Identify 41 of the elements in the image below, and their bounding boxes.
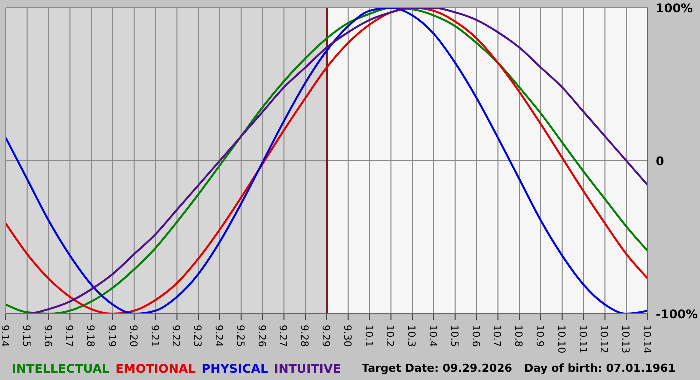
x-tick-label: 10.9 xyxy=(534,325,545,348)
text: EMOTIONAL xyxy=(116,362,196,376)
x-tick-label: 9.15 xyxy=(20,325,32,348)
x-tick-label: 9.30 xyxy=(341,325,352,348)
text: INTUITIVE xyxy=(274,362,342,376)
x-tick-label: 10.3 xyxy=(406,325,417,348)
x-tick-label: 9.16 xyxy=(42,325,53,348)
x-tick-label: 9.14 xyxy=(0,325,10,348)
line-series xyxy=(6,8,648,314)
x-tick-label: 9.25 xyxy=(234,325,246,348)
x-tick-label: 9.17 xyxy=(63,325,74,348)
x-tick-label: 10.1 xyxy=(362,325,374,348)
x-tick-label: 10.4 xyxy=(427,325,438,348)
x-tick-label: 10.10 xyxy=(555,325,566,354)
x-tick-label: 10.8 xyxy=(512,325,524,348)
y-tick-label: -100% xyxy=(656,307,698,322)
x-tick-label: 10.2 xyxy=(384,325,396,348)
text: PHYSICAL xyxy=(202,362,268,376)
x-tick-label: 9.29 xyxy=(320,325,331,348)
x-tick-label: 9.20 xyxy=(127,325,138,348)
x-tick-label: 9.22 xyxy=(170,325,182,348)
x-tick-label: 9.23 xyxy=(192,325,203,348)
x-tick-label: 9.19 xyxy=(106,325,117,348)
x-tick-label: 10.14 xyxy=(641,325,652,354)
x-tick-label: 9.18 xyxy=(84,325,96,348)
x-tick-label: 10.7 xyxy=(491,325,502,348)
x-tick-label: 9.28 xyxy=(298,325,310,348)
text: Day of birth: 07.01.1961 xyxy=(524,362,676,376)
text: Target Date: 09.29.2026 xyxy=(362,362,512,376)
x-tick-label: 10.12 xyxy=(598,325,610,354)
x-tick-label: 10.5 xyxy=(448,325,460,348)
text: INTELLECTUAL xyxy=(12,362,110,376)
x-tick-label: 9.21 xyxy=(148,325,160,348)
y-tick-label: 0 xyxy=(656,154,664,168)
x-tick-label: 10.13 xyxy=(620,325,631,354)
x-tick-label: 9.24 xyxy=(213,325,224,348)
x-tick-label: 9.26 xyxy=(256,325,267,348)
x-tick-label: 10.11 xyxy=(576,325,588,354)
y-tick-label: 100% xyxy=(656,1,694,16)
x-tick-label: 9.27 xyxy=(277,325,288,348)
x-tick-label: 10.6 xyxy=(470,325,481,348)
